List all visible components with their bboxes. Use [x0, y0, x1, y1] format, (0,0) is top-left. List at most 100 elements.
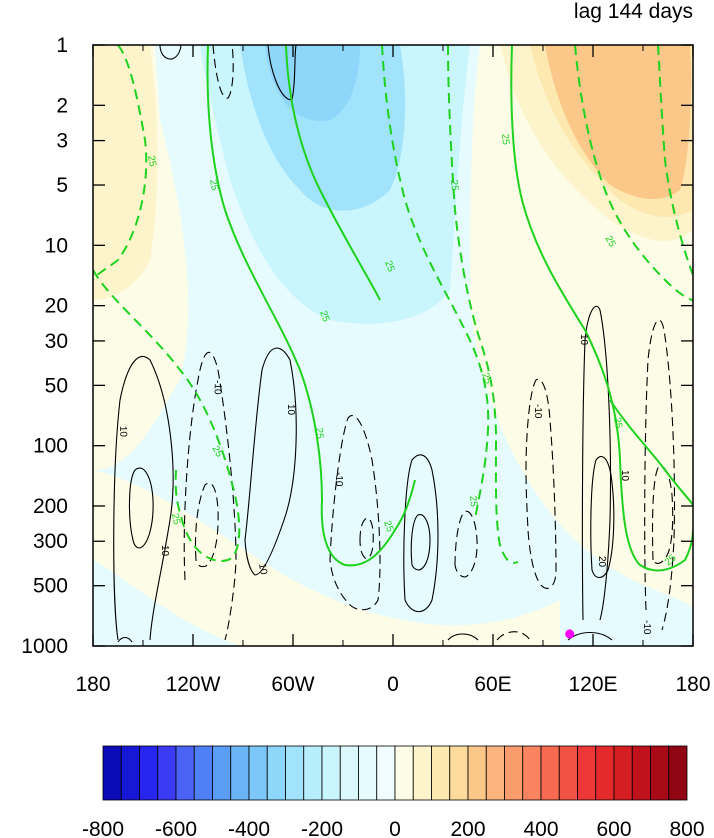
black-contour-dashed	[496, 631, 531, 641]
x-axis: 180 120W 60W 0 60E 120E 180	[75, 45, 711, 696]
contour-label: 25	[602, 234, 617, 250]
black-contour	[581, 305, 612, 621]
colorbar-label: -400	[228, 818, 270, 838]
colorbar-swatch	[321, 745, 341, 801]
y-tick-label: 30	[45, 330, 68, 353]
colorbar-swatch	[394, 745, 414, 801]
colorbar-swatch	[467, 745, 487, 801]
colorbar-swatch	[175, 745, 195, 801]
contour-label: 10	[619, 470, 630, 482]
contour-label: 25	[448, 179, 460, 191]
black-contour-dashed	[359, 517, 374, 560]
green-contour-dashed	[93, 45, 148, 281]
y-tick-label: 1	[56, 34, 68, 57]
contour-label: 20	[596, 556, 607, 568]
contour-labels: 10 -10 10 10 10 -10 -10 10 20 10 -10 25 …	[117, 133, 679, 635]
y-tick-label: 3	[56, 130, 68, 153]
colorbar: -800 -600 -400 -200 0 200 400 600 800	[82, 745, 705, 838]
x-tick-label: 180	[675, 673, 710, 696]
colorbar-swatch	[631, 745, 651, 801]
y-tick-label: 100	[33, 435, 68, 458]
y-tick-label: 10	[45, 234, 68, 257]
colorbar-label: 800	[669, 818, 704, 838]
colorbar-swatch	[157, 745, 177, 801]
y-tick-label: 1000	[21, 635, 68, 658]
contour-label: -10	[532, 404, 543, 419]
colorbar-swatch	[595, 745, 615, 801]
contour-label: 10	[285, 404, 296, 416]
contour-label: 25	[382, 259, 396, 274]
black-contour-dashed	[212, 45, 234, 99]
contour-label: 25	[479, 371, 493, 386]
y-tick-label: 300	[33, 530, 68, 553]
colorbar-swatch	[504, 745, 524, 801]
green-contour-dashed	[381, 45, 490, 521]
colorbar-swatch	[376, 745, 396, 801]
contour-label: 25	[207, 179, 220, 192]
black-contour	[117, 636, 133, 643]
black-contour	[128, 467, 154, 549]
green-contour-dashed	[657, 45, 693, 276]
contour-label: 25	[209, 444, 224, 460]
x-tick-label: 120W	[166, 673, 221, 696]
contour-label: 10	[578, 334, 589, 346]
black-contour-dashed	[525, 378, 557, 589]
y-tick-label: 500	[33, 575, 68, 598]
colorbar-swatch	[431, 745, 451, 801]
y-tick-label: 20	[45, 295, 68, 318]
colorbar-swatch	[613, 745, 633, 801]
green-contour-dashed	[93, 269, 241, 562]
shading-pos-3	[545, 45, 692, 200]
black-contour-dashed	[183, 351, 237, 641]
green-contour	[510, 45, 693, 572]
x-tick-label: 180	[75, 673, 110, 696]
colorbar-swatch	[266, 745, 286, 801]
contour-label: 25	[467, 495, 479, 507]
colorbar-swatch	[339, 745, 359, 801]
black-contour	[590, 456, 615, 579]
green-contour	[285, 45, 381, 301]
colorbar-swatch	[102, 745, 122, 801]
colorbar-swatch	[577, 745, 597, 801]
black-contour-dashed	[651, 466, 674, 564]
contour-label: -10	[211, 380, 223, 395]
green-contour-dashed	[574, 45, 693, 301]
colorbar-swatch	[540, 745, 560, 801]
contour-label: 25	[169, 513, 182, 526]
shading-neg-4	[265, 45, 360, 121]
x-tick-label: 0	[387, 673, 399, 696]
black-contour	[113, 355, 174, 641]
colorbar-label: -800	[82, 818, 124, 838]
black-contour	[244, 347, 297, 576]
shading-pos-left	[93, 45, 158, 300]
colorbar-swatch	[668, 745, 688, 801]
colorbar-label: 0	[389, 818, 401, 838]
green-contour-dashed	[447, 45, 519, 564]
colorbar-swatch	[230, 745, 250, 801]
colorbar-swatch	[303, 745, 323, 801]
contour-layer	[93, 45, 693, 643]
y-axis: 1 2 3 5 10 20 30 50 100 200 300 500 1000	[21, 34, 693, 658]
contour-label: -10	[333, 472, 344, 487]
contour-label: 10	[159, 545, 170, 557]
colorbar-swatch	[412, 745, 432, 801]
black-contour-dashed	[194, 482, 219, 568]
contour-label: 25	[499, 133, 511, 145]
chart-title: lag 144 days	[574, 0, 693, 23]
colorbar-swatch	[358, 745, 378, 801]
colorbar-label: 400	[523, 818, 558, 838]
colorbar-swatch	[193, 745, 213, 801]
colorbar-swatch	[558, 745, 578, 801]
x-tick-label: 60E	[474, 673, 511, 696]
location-marker	[565, 629, 575, 639]
shading-pos-low	[93, 470, 560, 646]
colorbar-label: 600	[596, 818, 631, 838]
colorbar-swatch	[522, 745, 542, 801]
contour-label: 25	[317, 309, 331, 324]
black-contour	[410, 514, 431, 571]
black-contour	[447, 633, 479, 641]
green-contour	[206, 45, 416, 567]
colorbar-swatch	[212, 745, 232, 801]
contour-label: 10	[256, 563, 269, 576]
